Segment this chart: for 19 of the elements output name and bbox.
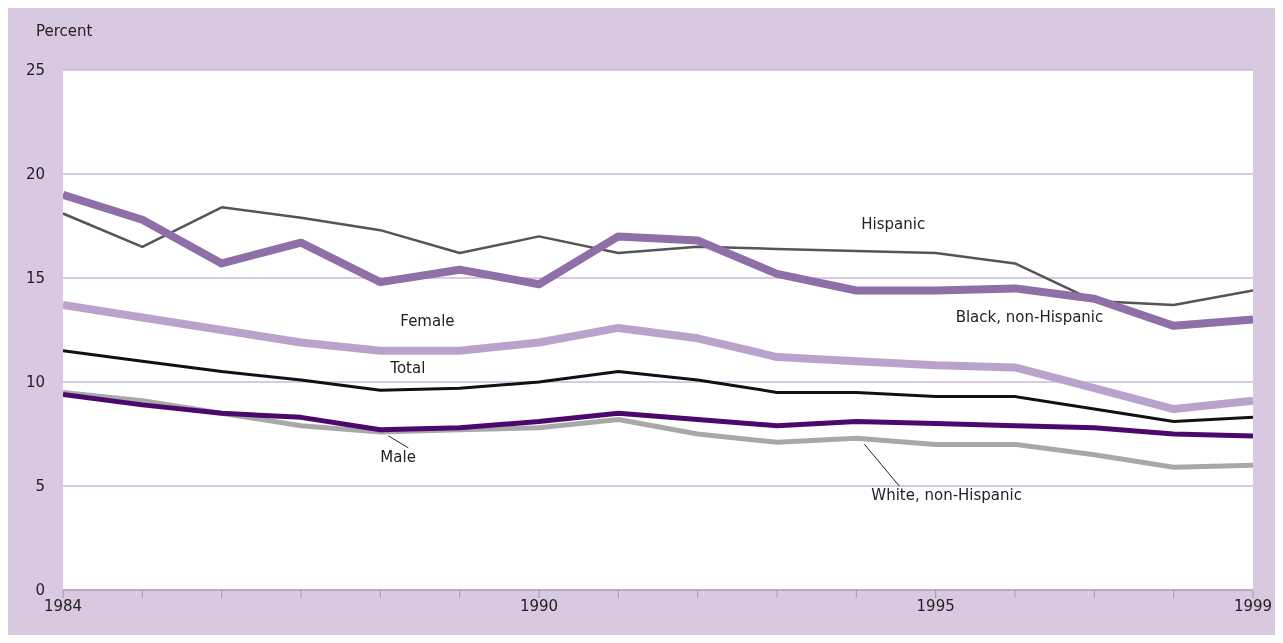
x-tick-label: 1984 [43,596,83,615]
x-tick-label: 1990 [519,596,559,615]
y-tick-label: 25 [25,61,45,80]
y-tick-label: 10 [25,373,45,392]
x-tick-label: 1995 [916,596,955,615]
y-tick-label: 0 [35,581,45,600]
series-label: Hispanic [861,214,926,233]
y-tick-label: 15 [25,269,45,288]
y-axis-title: Percent [36,22,93,40]
x-tick-label: 1999 [1233,596,1273,615]
y-tick-label: 5 [35,477,45,496]
text: White, non-Hispanic [871,486,1022,505]
y-tick-label: 20 [25,165,45,184]
series-label: Total [389,359,426,378]
series-label: Female [400,311,455,330]
series-label: Black, non-Hispanic [955,308,1104,327]
line-series [63,349,1253,424]
series-label: Male [380,447,416,466]
line-series [63,206,1253,307]
